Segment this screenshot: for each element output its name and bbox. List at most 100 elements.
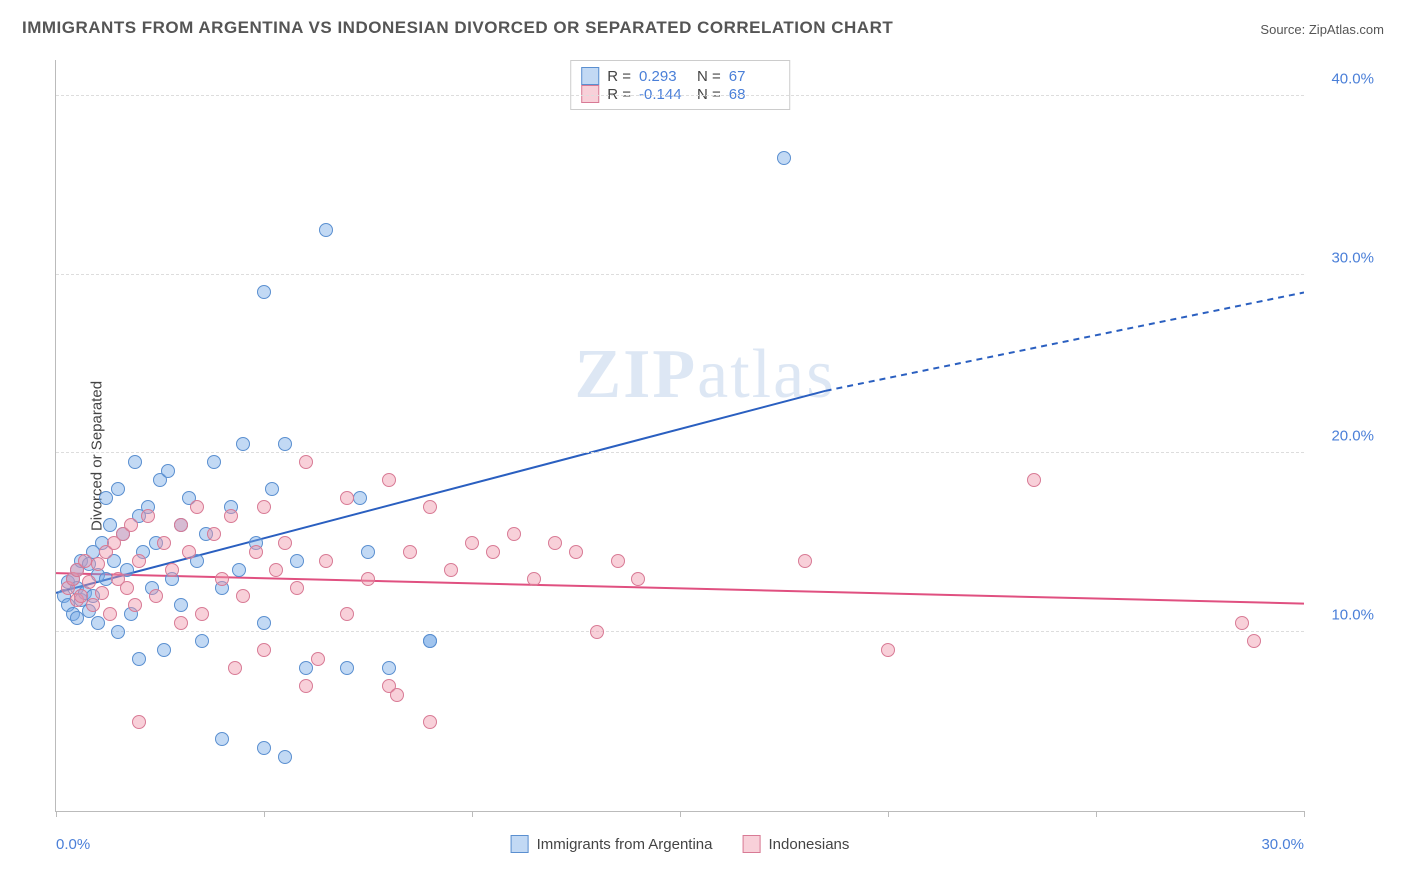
data-point-argentina bbox=[278, 437, 292, 451]
data-point-indonesians bbox=[132, 715, 146, 729]
data-point-indonesians bbox=[257, 500, 271, 514]
data-point-indonesians bbox=[361, 572, 375, 586]
data-point-indonesians bbox=[165, 563, 179, 577]
data-point-indonesians bbox=[86, 598, 100, 612]
data-point-argentina bbox=[299, 661, 313, 675]
n-value-argentina: 67 bbox=[729, 68, 779, 85]
r-value-argentina: 0.293 bbox=[639, 68, 689, 85]
data-point-argentina bbox=[278, 750, 292, 764]
data-point-argentina bbox=[207, 455, 221, 469]
plot-area: ZIPatlas R = 0.293 N = 67 R = -0.144 N =… bbox=[55, 60, 1304, 812]
gridline-h bbox=[56, 274, 1304, 275]
data-point-indonesians bbox=[340, 491, 354, 505]
data-point-argentina bbox=[111, 482, 125, 496]
data-point-indonesians bbox=[128, 598, 142, 612]
data-point-argentina bbox=[128, 455, 142, 469]
data-point-indonesians bbox=[224, 509, 238, 523]
y-tick-label: 20.0% bbox=[1314, 428, 1374, 445]
data-point-indonesians bbox=[124, 518, 138, 532]
gridline-h bbox=[56, 452, 1304, 453]
source-link[interactable]: ZipAtlas.com bbox=[1309, 22, 1384, 37]
legend-label: Indonesians bbox=[769, 836, 850, 853]
data-point-argentina bbox=[423, 634, 437, 648]
data-point-indonesians bbox=[423, 500, 437, 514]
data-point-argentina bbox=[361, 545, 375, 559]
data-point-indonesians bbox=[215, 572, 229, 586]
data-point-indonesians bbox=[207, 527, 221, 541]
data-point-indonesians bbox=[423, 715, 437, 729]
data-point-indonesians bbox=[278, 536, 292, 550]
data-point-indonesians bbox=[798, 554, 812, 568]
data-point-indonesians bbox=[486, 545, 500, 559]
data-point-indonesians bbox=[190, 500, 204, 514]
x-tick-label: 30.0% bbox=[1261, 836, 1304, 853]
plot-container: Divorced or Separated ZIPatlas R = 0.293… bbox=[40, 50, 1384, 862]
data-point-argentina bbox=[111, 625, 125, 639]
data-point-indonesians bbox=[881, 643, 895, 657]
data-point-indonesians bbox=[182, 545, 196, 559]
data-point-indonesians bbox=[174, 518, 188, 532]
n-label: N = bbox=[697, 68, 721, 85]
data-point-indonesians bbox=[311, 652, 325, 666]
watermark: ZIPatlas bbox=[574, 335, 835, 415]
data-point-argentina bbox=[91, 616, 105, 630]
legend-item-argentina: Immigrants from Argentina bbox=[511, 835, 713, 853]
x-tick bbox=[1304, 811, 1305, 817]
data-point-indonesians bbox=[149, 589, 163, 603]
gridline-h bbox=[56, 631, 1304, 632]
chart-title: IMMIGRANTS FROM ARGENTINA VS INDONESIAN … bbox=[22, 18, 893, 38]
data-point-indonesians bbox=[444, 563, 458, 577]
data-point-indonesians bbox=[103, 607, 117, 621]
data-point-indonesians bbox=[82, 575, 96, 589]
data-point-argentina bbox=[215, 732, 229, 746]
data-point-indonesians bbox=[611, 554, 625, 568]
data-point-indonesians bbox=[403, 545, 417, 559]
data-point-indonesians bbox=[95, 586, 109, 600]
data-point-indonesians bbox=[319, 554, 333, 568]
data-point-argentina bbox=[195, 634, 209, 648]
data-point-argentina bbox=[232, 563, 246, 577]
data-point-argentina bbox=[103, 518, 117, 532]
data-point-indonesians bbox=[120, 581, 134, 595]
legend-item-indonesians: Indonesians bbox=[743, 835, 850, 853]
data-point-indonesians bbox=[1247, 634, 1261, 648]
data-point-argentina bbox=[777, 151, 791, 165]
legend-stats-row: R = 0.293 N = 67 bbox=[581, 67, 779, 85]
data-point-argentina bbox=[257, 741, 271, 755]
data-point-indonesians bbox=[569, 545, 583, 559]
data-point-indonesians bbox=[1235, 616, 1249, 630]
data-point-argentina bbox=[236, 437, 250, 451]
data-point-indonesians bbox=[340, 607, 354, 621]
y-tick-label: 40.0% bbox=[1314, 70, 1374, 87]
data-point-argentina bbox=[70, 611, 84, 625]
data-point-argentina bbox=[257, 616, 271, 630]
source-attrib: Source: ZipAtlas.com bbox=[1260, 22, 1384, 37]
y-tick-label: 10.0% bbox=[1314, 607, 1374, 624]
data-point-argentina bbox=[157, 643, 171, 657]
data-point-indonesians bbox=[299, 679, 313, 693]
data-point-indonesians bbox=[249, 545, 263, 559]
legend-bottom: Immigrants from Argentina Indonesians bbox=[511, 835, 850, 853]
data-point-argentina bbox=[174, 598, 188, 612]
data-point-indonesians bbox=[507, 527, 521, 541]
data-point-indonesians bbox=[132, 554, 146, 568]
y-tick-label: 30.0% bbox=[1314, 249, 1374, 266]
x-tick bbox=[888, 811, 889, 817]
trend-lines bbox=[56, 60, 1304, 811]
data-point-argentina bbox=[257, 285, 271, 299]
x-tick bbox=[264, 811, 265, 817]
data-point-indonesians bbox=[141, 509, 155, 523]
data-point-indonesians bbox=[174, 616, 188, 630]
swatch-argentina bbox=[581, 67, 599, 85]
data-point-indonesians bbox=[228, 661, 242, 675]
data-point-indonesians bbox=[74, 589, 88, 603]
data-point-indonesians bbox=[465, 536, 479, 550]
data-point-indonesians bbox=[290, 581, 304, 595]
swatch-indonesians bbox=[743, 835, 761, 853]
data-point-indonesians bbox=[527, 572, 541, 586]
legend-label: Immigrants from Argentina bbox=[537, 836, 713, 853]
swatch-argentina bbox=[511, 835, 529, 853]
data-point-indonesians bbox=[257, 643, 271, 657]
data-point-indonesians bbox=[548, 536, 562, 550]
x-tick bbox=[680, 811, 681, 817]
